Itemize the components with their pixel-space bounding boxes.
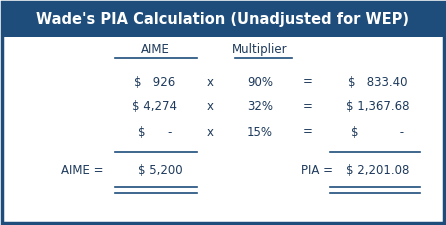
Text: AIME: AIME	[140, 43, 169, 56]
Text: =: =	[303, 126, 313, 139]
Text: Wade's PIA Calculation (Unadjusted for WEP): Wade's PIA Calculation (Unadjusted for W…	[37, 12, 409, 27]
Text: $ 5,200: $ 5,200	[138, 164, 182, 176]
Text: $      -: $ -	[138, 126, 172, 139]
Text: PIA =: PIA =	[301, 164, 333, 176]
Text: $           -: $ -	[351, 126, 405, 139]
Text: x: x	[206, 76, 214, 88]
Text: 90%: 90%	[247, 76, 273, 88]
Text: =: =	[303, 76, 313, 88]
Text: $   833.40: $ 833.40	[348, 76, 408, 88]
Text: x: x	[206, 101, 214, 113]
Text: x: x	[206, 126, 214, 139]
Text: $   926: $ 926	[134, 76, 176, 88]
Text: =: =	[303, 101, 313, 113]
Text: 32%: 32%	[247, 101, 273, 113]
FancyBboxPatch shape	[2, 2, 444, 223]
Text: $ 4,274: $ 4,274	[132, 101, 178, 113]
Text: $ 1,367.68: $ 1,367.68	[346, 101, 410, 113]
Text: $ 2,201.08: $ 2,201.08	[346, 164, 410, 176]
Text: AIME =: AIME =	[61, 164, 103, 176]
Text: 15%: 15%	[247, 126, 273, 139]
FancyBboxPatch shape	[2, 2, 444, 37]
Text: Multiplier: Multiplier	[232, 43, 288, 56]
